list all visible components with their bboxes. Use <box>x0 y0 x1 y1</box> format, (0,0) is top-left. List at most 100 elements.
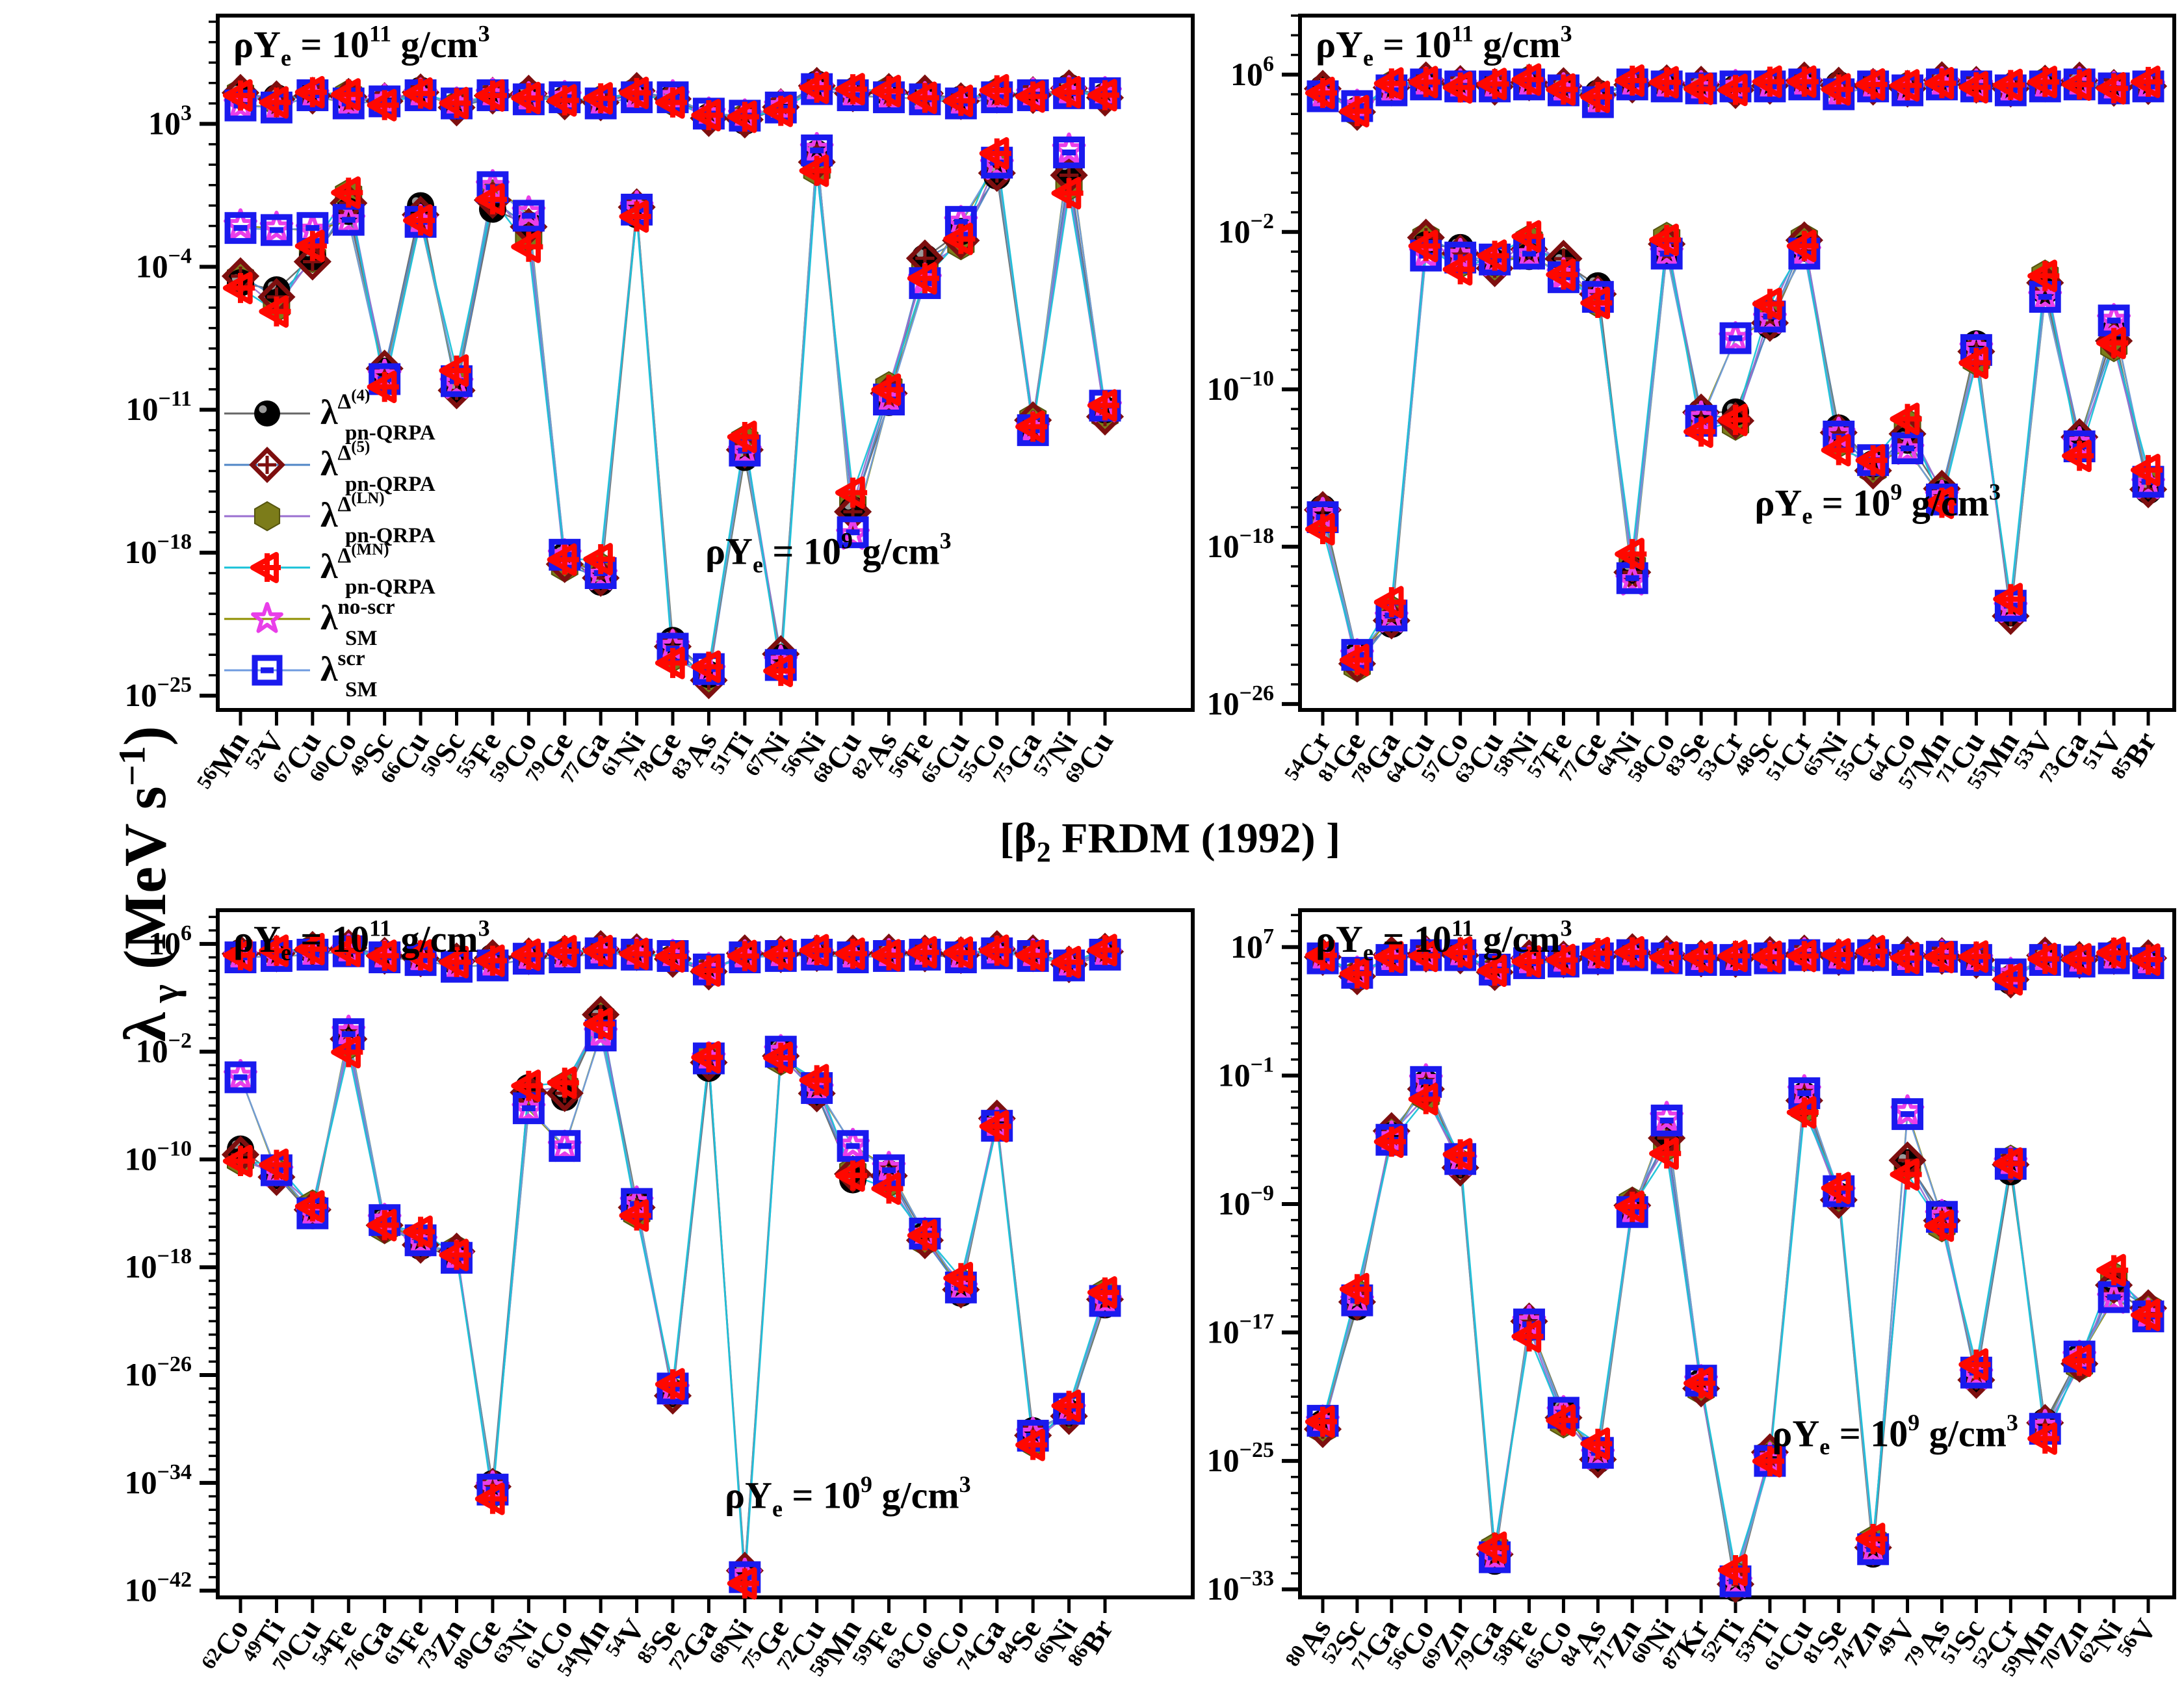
data-point-caret-left-red <box>1305 77 1338 110</box>
legend-item-caret-left-red: λΔ(MN) pn-QRPA <box>224 541 436 599</box>
data-point-caret-left-red <box>439 945 471 978</box>
data-point-caret-left-red <box>259 86 291 119</box>
data-point-caret-left-red <box>907 936 939 969</box>
svg-text:10−10: 10−10 <box>125 1136 192 1177</box>
data-point-caret-left-red <box>1511 220 1544 253</box>
data-point-caret-left-red <box>474 944 507 977</box>
data-point-caret-left-red <box>1717 939 1750 973</box>
data-point-square-bar-blue <box>549 1130 581 1162</box>
data-point-caret-left-red <box>871 373 904 406</box>
data-point-caret-left-red <box>222 272 255 305</box>
data-point-caret-left-red <box>763 654 796 687</box>
svg-text:10−26: 10−26 <box>125 1352 192 1393</box>
data-point-caret-left-red <box>1649 941 1682 974</box>
data-point-caret-left-red <box>1087 389 1120 422</box>
svg-text:10−18: 10−18 <box>1207 524 1274 564</box>
data-point-caret-left-red <box>331 176 363 209</box>
data-point-caret-left-red <box>1821 434 1853 467</box>
svg-text:10−18: 10−18 <box>125 530 192 570</box>
data-point-caret-left-red <box>2096 1253 2129 1287</box>
data-point-caret-left-red <box>367 1209 399 1242</box>
data-point-caret-left-red <box>1477 954 1509 988</box>
data-point-caret-left-red <box>1752 287 1784 321</box>
data-point-caret-left-red <box>1924 66 1956 99</box>
data-point-caret-left-red <box>1305 1405 1338 1438</box>
data-point-caret-left-red <box>1373 941 1406 974</box>
data-point-caret-left-red <box>799 1064 831 1097</box>
annotation-density-high: ρYe = 1011 g/cm3 <box>1316 915 1572 965</box>
data-point-caret-left-red <box>1683 1367 1716 1400</box>
data-point-caret-left-red <box>583 934 616 967</box>
svg-text:103: 103 <box>148 101 192 141</box>
data-point-caret-left-red <box>763 938 796 971</box>
data-point-caret-left-red <box>2062 439 2094 473</box>
data-point-caret-left-red <box>655 646 688 679</box>
svg-text:107: 107 <box>1230 924 1274 965</box>
data-point-caret-left-red <box>583 1008 616 1041</box>
svg-text:SM: SM <box>345 678 378 701</box>
data-point-caret-left-red <box>1511 945 1544 978</box>
data-point-caret-left-red <box>943 936 976 969</box>
data-point-caret-left-red <box>1580 81 1613 114</box>
data-point-caret-left-red <box>1373 586 1406 619</box>
data-point-caret-left-red <box>1015 1428 1048 1462</box>
data-point-caret-left-red <box>547 84 579 117</box>
data-point-caret-left-red <box>1051 1389 1084 1422</box>
data-point-caret-left-red <box>1683 415 1716 448</box>
data-point-caret-left-red <box>1786 65 1819 98</box>
data-point-caret-left-red <box>1546 943 1578 977</box>
data-point-caret-left-red <box>331 934 363 967</box>
data-point-caret-left-red <box>511 81 543 114</box>
data-point-caret-left-red <box>222 939 255 972</box>
data-point-caret-left-red <box>655 1368 688 1401</box>
data-point-caret-left-red <box>1649 66 1682 99</box>
data-point-caret-left-red <box>1546 1404 1578 1437</box>
data-point-caret-left-red <box>943 222 976 256</box>
data-point-caret-left-red <box>402 939 436 972</box>
data-point-caret-left-red <box>583 543 616 576</box>
data-point-caret-left-red <box>655 940 688 973</box>
data-point-caret-left-red <box>439 354 471 387</box>
svg-text:86Br: 86Br <box>1063 1613 1120 1676</box>
svg-text:10−18: 10−18 <box>125 1244 192 1285</box>
data-point-caret-left-red <box>2027 259 2060 293</box>
svg-text:λΔ(4): λΔ(4) <box>320 387 370 432</box>
data-point-caret-left-red <box>511 938 543 971</box>
svg-text:10−4: 10−4 <box>136 244 192 284</box>
data-point-caret-left-red <box>1890 941 1922 975</box>
data-point-caret-left-red <box>2027 1422 2060 1455</box>
data-point-caret-left-red <box>1373 67 1406 100</box>
data-point-caret-left-red <box>1890 69 1922 102</box>
data-point-caret-left-red <box>1339 957 1372 990</box>
data-point-caret-left-red <box>691 1041 723 1074</box>
data-point-caret-left-red <box>583 82 616 115</box>
data-point-caret-left-red <box>907 262 939 295</box>
sphere-black-icon <box>254 400 280 426</box>
data-point-caret-left-red <box>619 1199 651 1232</box>
svg-text:56V: 56V <box>2112 1613 2163 1666</box>
data-point-caret-left-red <box>439 86 471 120</box>
data-point-square-bar-blue <box>1719 322 1752 354</box>
data-point-caret-left-red <box>1615 538 1647 571</box>
data-point-caret-left-red <box>619 76 651 109</box>
annotation-density-high: ρYe = 1011 g/cm3 <box>233 915 490 965</box>
data-point-caret-left-red <box>979 137 1011 170</box>
data-point-caret-left-red <box>799 71 831 104</box>
svg-text:10−17: 10−17 <box>1207 1310 1274 1350</box>
data-point-caret-left-red <box>691 99 723 132</box>
data-point-caret-left-red <box>547 543 579 576</box>
annotation-density-low: ρYe = 109 g/cm3 <box>1754 479 2001 529</box>
data-point-caret-left-red <box>1993 68 2025 101</box>
svg-text:10−33: 10−33 <box>1207 1567 1274 1607</box>
data-point-caret-left-red <box>1442 253 1475 286</box>
data-point-caret-left-red <box>1408 1082 1440 1116</box>
data-point-caret-left-red <box>367 371 399 404</box>
annotation-density-high: ρYe = 1011 g/cm3 <box>233 21 490 71</box>
svg-text:10−10: 10−10 <box>1207 367 1274 407</box>
data-point-caret-left-red <box>331 78 363 111</box>
data-point-square-bar-blue <box>1892 1098 1924 1131</box>
legend-item-hexagon-olive: λΔ(LN) pn-QRPA <box>224 490 436 547</box>
data-point-caret-left-red <box>331 1036 363 1069</box>
